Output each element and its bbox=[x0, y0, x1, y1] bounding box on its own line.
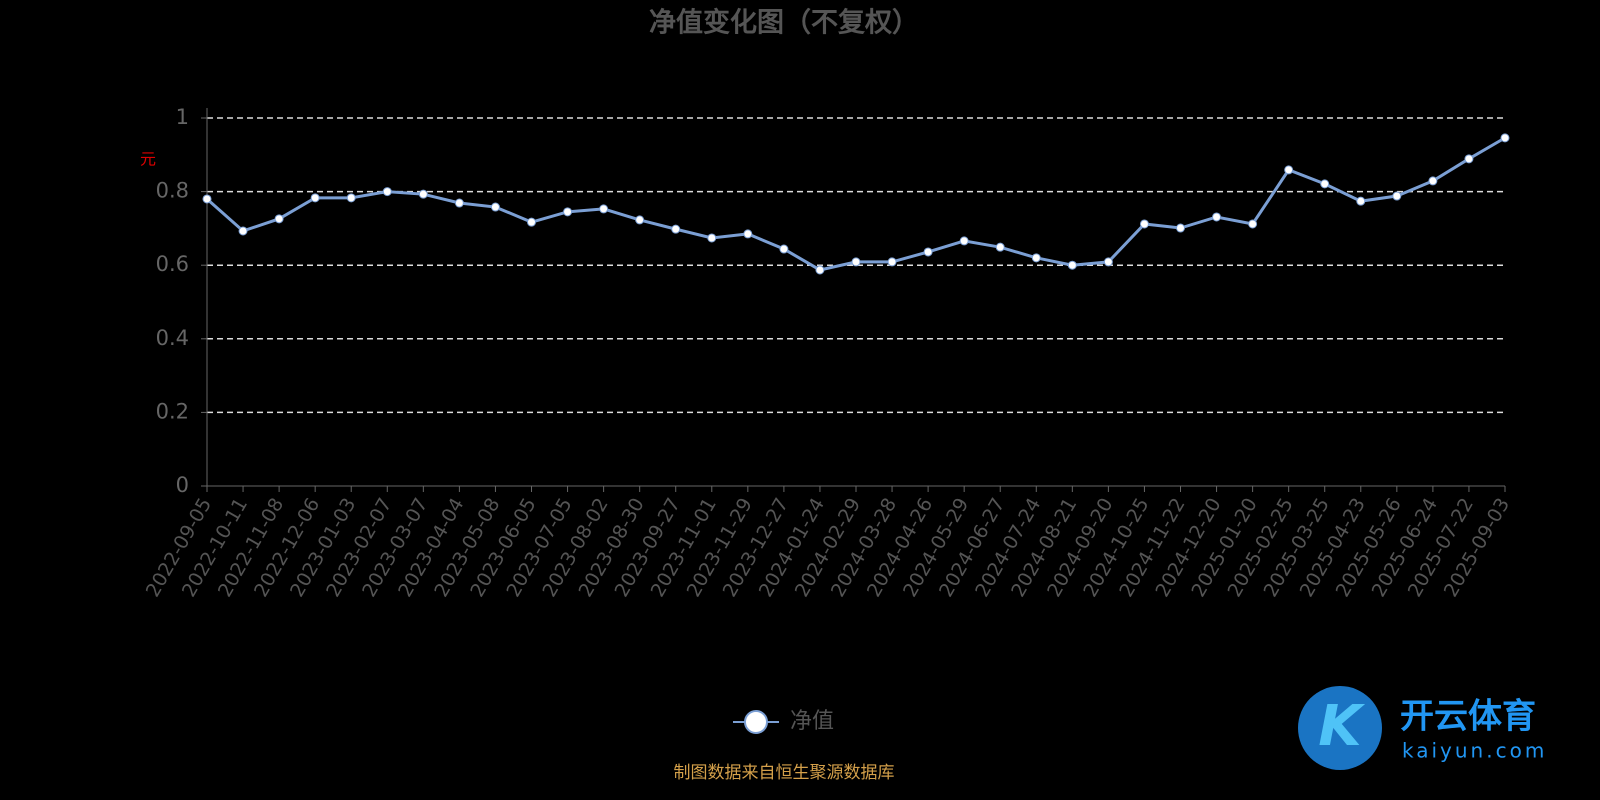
data-point bbox=[995, 242, 1005, 252]
y-tick-label: 1 bbox=[176, 105, 189, 129]
data-point bbox=[490, 202, 500, 212]
logo-icon bbox=[1298, 686, 1382, 770]
data-point bbox=[635, 215, 645, 225]
data-point bbox=[238, 226, 248, 236]
y-axis-label: 元 bbox=[140, 150, 156, 169]
watermark: K 开云体育 kaiyun.com bbox=[1298, 686, 1547, 770]
legend-marker bbox=[744, 710, 768, 734]
data-point bbox=[346, 193, 356, 203]
data-point bbox=[779, 244, 789, 254]
data-point bbox=[599, 204, 609, 214]
y-tick-label: 0.8 bbox=[156, 179, 189, 203]
data-point bbox=[707, 233, 717, 243]
data-point bbox=[1320, 179, 1330, 189]
data-point bbox=[1464, 154, 1474, 164]
data-point bbox=[743, 229, 753, 239]
data-point bbox=[1139, 219, 1149, 229]
data-point bbox=[1103, 257, 1113, 267]
data-point bbox=[851, 257, 861, 267]
data-point bbox=[671, 224, 681, 234]
data-point bbox=[418, 189, 428, 199]
data-point bbox=[1392, 191, 1402, 201]
watermark-site: kaiyun.com bbox=[1402, 739, 1547, 763]
data-point bbox=[1428, 176, 1438, 186]
source-note: 制图数据来自恒生聚源数据库 bbox=[674, 763, 895, 783]
data-point bbox=[1176, 223, 1185, 233]
watermark-brand: 开云体育 bbox=[1400, 697, 1536, 737]
data-point bbox=[1031, 253, 1041, 263]
data-point bbox=[274, 214, 284, 224]
data-point bbox=[815, 265, 825, 275]
data-point bbox=[1248, 219, 1258, 229]
logo-letter: K bbox=[1318, 694, 1365, 759]
data-point bbox=[310, 193, 320, 203]
data-point bbox=[1356, 196, 1366, 206]
data-point bbox=[887, 257, 897, 267]
data-point bbox=[563, 207, 573, 217]
data-point bbox=[527, 217, 536, 227]
legend: 净值 bbox=[733, 709, 834, 734]
data-point bbox=[1067, 260, 1077, 270]
data-point bbox=[1212, 212, 1222, 222]
legend-label: 净值 bbox=[790, 709, 834, 734]
y-tick-label: 0.4 bbox=[156, 326, 189, 350]
data-point bbox=[1500, 133, 1510, 143]
data-point bbox=[923, 247, 933, 257]
y-tick-label: 0.2 bbox=[156, 399, 189, 423]
data-point bbox=[959, 236, 969, 246]
y-tick-label: 0.6 bbox=[156, 252, 189, 276]
data-point bbox=[1284, 165, 1294, 175]
data-point bbox=[454, 198, 464, 208]
y-tick-label: 0 bbox=[176, 473, 189, 497]
data-point bbox=[382, 187, 392, 197]
chart-title: 净值变化图（不复权） bbox=[649, 7, 919, 39]
data-point bbox=[202, 194, 212, 204]
